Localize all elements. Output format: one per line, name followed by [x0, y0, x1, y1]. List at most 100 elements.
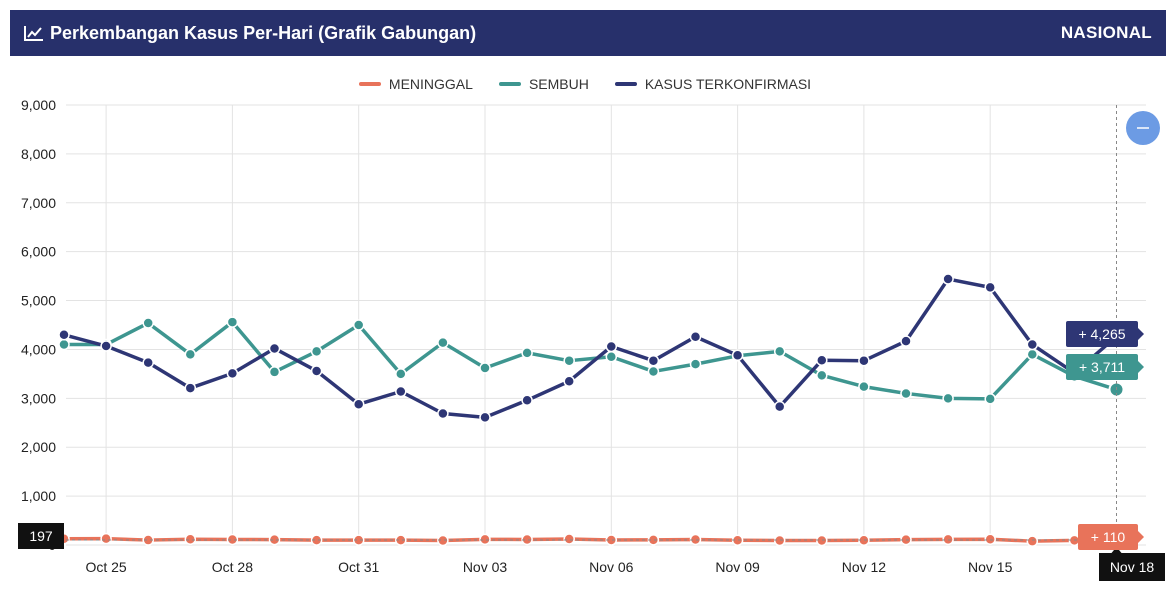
x-tick-label: Nov 09 — [715, 559, 760, 575]
data-point[interactable] — [479, 411, 491, 424]
legend-label-terkonfirmasi: KASUS TERKONFIRMASI — [644, 76, 812, 92]
value-tag-label: + 110 — [1091, 529, 1126, 545]
data-point[interactable] — [226, 367, 239, 380]
value-tag-box — [1066, 321, 1138, 347]
region-label[interactable]: NASIONAL — [1060, 23, 1152, 42]
data-point[interactable] — [984, 281, 996, 294]
x-tick-label: Oct 25 — [85, 559, 126, 575]
data-point[interactable] — [563, 533, 575, 545]
data-point[interactable] — [689, 358, 702, 370]
data-point[interactable] — [395, 368, 407, 380]
crosshair-date-box — [1099, 553, 1165, 581]
x-tick-label: Oct 28 — [212, 559, 253, 575]
data-point[interactable] — [984, 533, 996, 545]
value-tag-pointer — [1138, 361, 1144, 373]
legend-label-sembuh: SEMBUH — [528, 76, 589, 92]
data-point[interactable] — [521, 347, 533, 359]
data-point[interactable] — [310, 345, 323, 358]
data-point[interactable] — [816, 369, 828, 382]
data-point[interactable] — [310, 365, 323, 377]
data-point[interactable] — [58, 329, 70, 341]
data-point[interactable] — [395, 534, 407, 546]
data-point[interactable] — [100, 340, 112, 352]
data-point[interactable] — [142, 534, 154, 546]
title-group: Perkembangan Kasus Per-Hari (Grafik Gabu… — [24, 23, 476, 44]
data-point[interactable] — [352, 398, 365, 410]
data-point[interactable] — [479, 362, 491, 374]
data-point[interactable] — [900, 335, 912, 347]
data-point[interactable] — [858, 380, 870, 393]
data-point[interactable] — [437, 407, 449, 420]
data-point[interactable] — [563, 354, 575, 367]
y-tick-label: 5,000 — [21, 293, 56, 309]
data-point[interactable] — [184, 382, 197, 394]
data-point[interactable] — [352, 319, 365, 331]
series-line-1[interactable] — [64, 320, 1118, 401]
data-point[interactable] — [142, 356, 154, 369]
y-tick-label: 6,000 — [21, 244, 56, 260]
y-tick-label: 8,000 — [21, 146, 56, 162]
line-chart-icon — [24, 26, 43, 41]
data-point[interactable] — [226, 316, 239, 328]
y-tick-label: 9,000 — [21, 97, 56, 113]
data-point[interactable] — [142, 317, 154, 329]
data-point[interactable] — [689, 330, 702, 343]
data-point[interactable] — [268, 366, 281, 378]
crosshair-value-box — [18, 523, 64, 549]
data-point[interactable] — [689, 533, 702, 546]
legend-item-meninggal[interactable]: MENINGGAL — [358, 76, 473, 92]
data-point[interactable] — [773, 534, 786, 547]
data-point[interactable] — [1026, 348, 1039, 361]
legend-item-terkonfirmasi[interactable]: KASUS TERKONFIRMASI — [614, 76, 812, 92]
value-tag-box — [1078, 524, 1138, 550]
data-point[interactable] — [521, 533, 533, 546]
x-tick-label: Nov 06 — [589, 559, 634, 575]
data-point[interactable] — [605, 351, 618, 363]
legend-swatch-meninggal — [358, 82, 381, 86]
zoom-out-button[interactable] — [1126, 111, 1160, 145]
data-point[interactable] — [942, 273, 954, 285]
series-line-2[interactable] — [63, 277, 1118, 420]
value-tag-label: + 3,711 — [1079, 359, 1125, 375]
data-point[interactable] — [521, 394, 533, 407]
x-tick-label: Nov 15 — [968, 559, 1013, 575]
data-point[interactable] — [900, 387, 912, 400]
data-point[interactable] — [226, 533, 239, 546]
data-point[interactable] — [310, 534, 323, 546]
data-point[interactable] — [942, 392, 954, 405]
x-tick-label: Nov 12 — [842, 559, 887, 575]
data-point[interactable] — [858, 354, 870, 367]
data-point[interactable] — [731, 349, 744, 362]
legend-item-sembuh[interactable]: SEMBUH — [498, 76, 589, 92]
data-point[interactable] — [437, 534, 449, 547]
legend-swatch-sembuh — [498, 82, 521, 86]
data-point[interactable] — [816, 354, 828, 366]
data-point[interactable] — [184, 348, 197, 361]
data-point[interactable] — [58, 338, 70, 351]
data-point[interactable] — [773, 400, 786, 413]
data-point[interactable] — [605, 340, 618, 353]
crosshair-value-label: 197 — [29, 528, 53, 544]
data-point[interactable] — [352, 534, 365, 546]
data-point[interactable] — [984, 393, 996, 405]
legend-swatch-terkonfirmasi — [614, 82, 637, 86]
data-point[interactable] — [563, 375, 575, 387]
data-point[interactable] — [773, 345, 786, 358]
data-point[interactable] — [437, 336, 449, 349]
data-point[interactable] — [1026, 338, 1039, 351]
value-tag-pointer — [1138, 531, 1144, 543]
data-point[interactable] — [268, 342, 281, 355]
data-point[interactable] — [647, 354, 660, 367]
legend-label-meninggal: MENINGGAL — [388, 76, 473, 92]
value-tag-label: + 4,265 — [1078, 326, 1125, 342]
y-tick-label: 4,000 — [21, 341, 56, 357]
data-point[interactable] — [479, 533, 491, 546]
data-point[interactable] — [942, 533, 954, 546]
data-point[interactable] — [100, 532, 112, 545]
data-point[interactable] — [268, 533, 281, 546]
data-point[interactable] — [395, 385, 407, 398]
data-point[interactable] — [184, 533, 197, 546]
data-point[interactable] — [647, 365, 660, 378]
data-point[interactable] — [1026, 535, 1039, 547]
